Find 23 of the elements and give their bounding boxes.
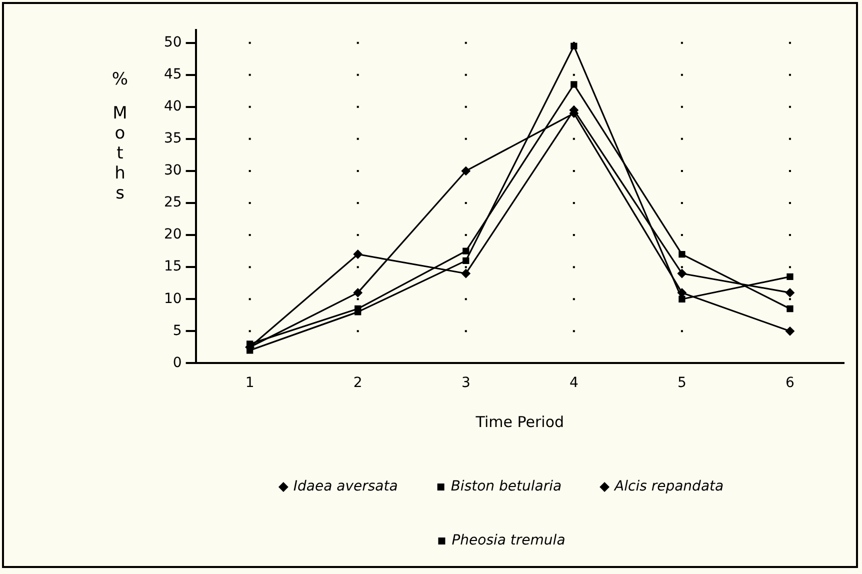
legend-label: Alcis repandata: [614, 478, 724, 495]
y-tick-label: 40: [164, 98, 182, 115]
x-tick-label: 5: [677, 375, 686, 392]
y-tick-label: 30: [164, 162, 182, 179]
y-tick-label: 25: [164, 194, 182, 211]
legend-label: Pheosia tremula: [452, 532, 566, 549]
legend-label: Biston betularia: [450, 478, 562, 495]
y-tick-label: 45: [164, 66, 182, 82]
y-tick-label: 50: [164, 34, 182, 50]
y-tick-label: 20: [164, 226, 182, 243]
y-tick-label: 5: [172, 322, 182, 339]
x-tick-label: 3: [461, 375, 470, 392]
x-tick-label: 6: [786, 375, 795, 392]
x-axis-title: Time Period: [474, 412, 564, 431]
legend-label: Idaea aversata: [293, 478, 398, 495]
x-tick-label: 1: [245, 375, 254, 392]
y-tick-label: 0: [172, 354, 182, 371]
x-tick-label: 4: [569, 375, 578, 392]
y-tick-label: 15: [164, 258, 182, 275]
y-tick-label: 10: [164, 290, 182, 307]
y-axis-title: % Moths: [112, 69, 128, 204]
y-tick-label: 35: [164, 130, 182, 147]
x-tick-label: 2: [353, 375, 362, 392]
